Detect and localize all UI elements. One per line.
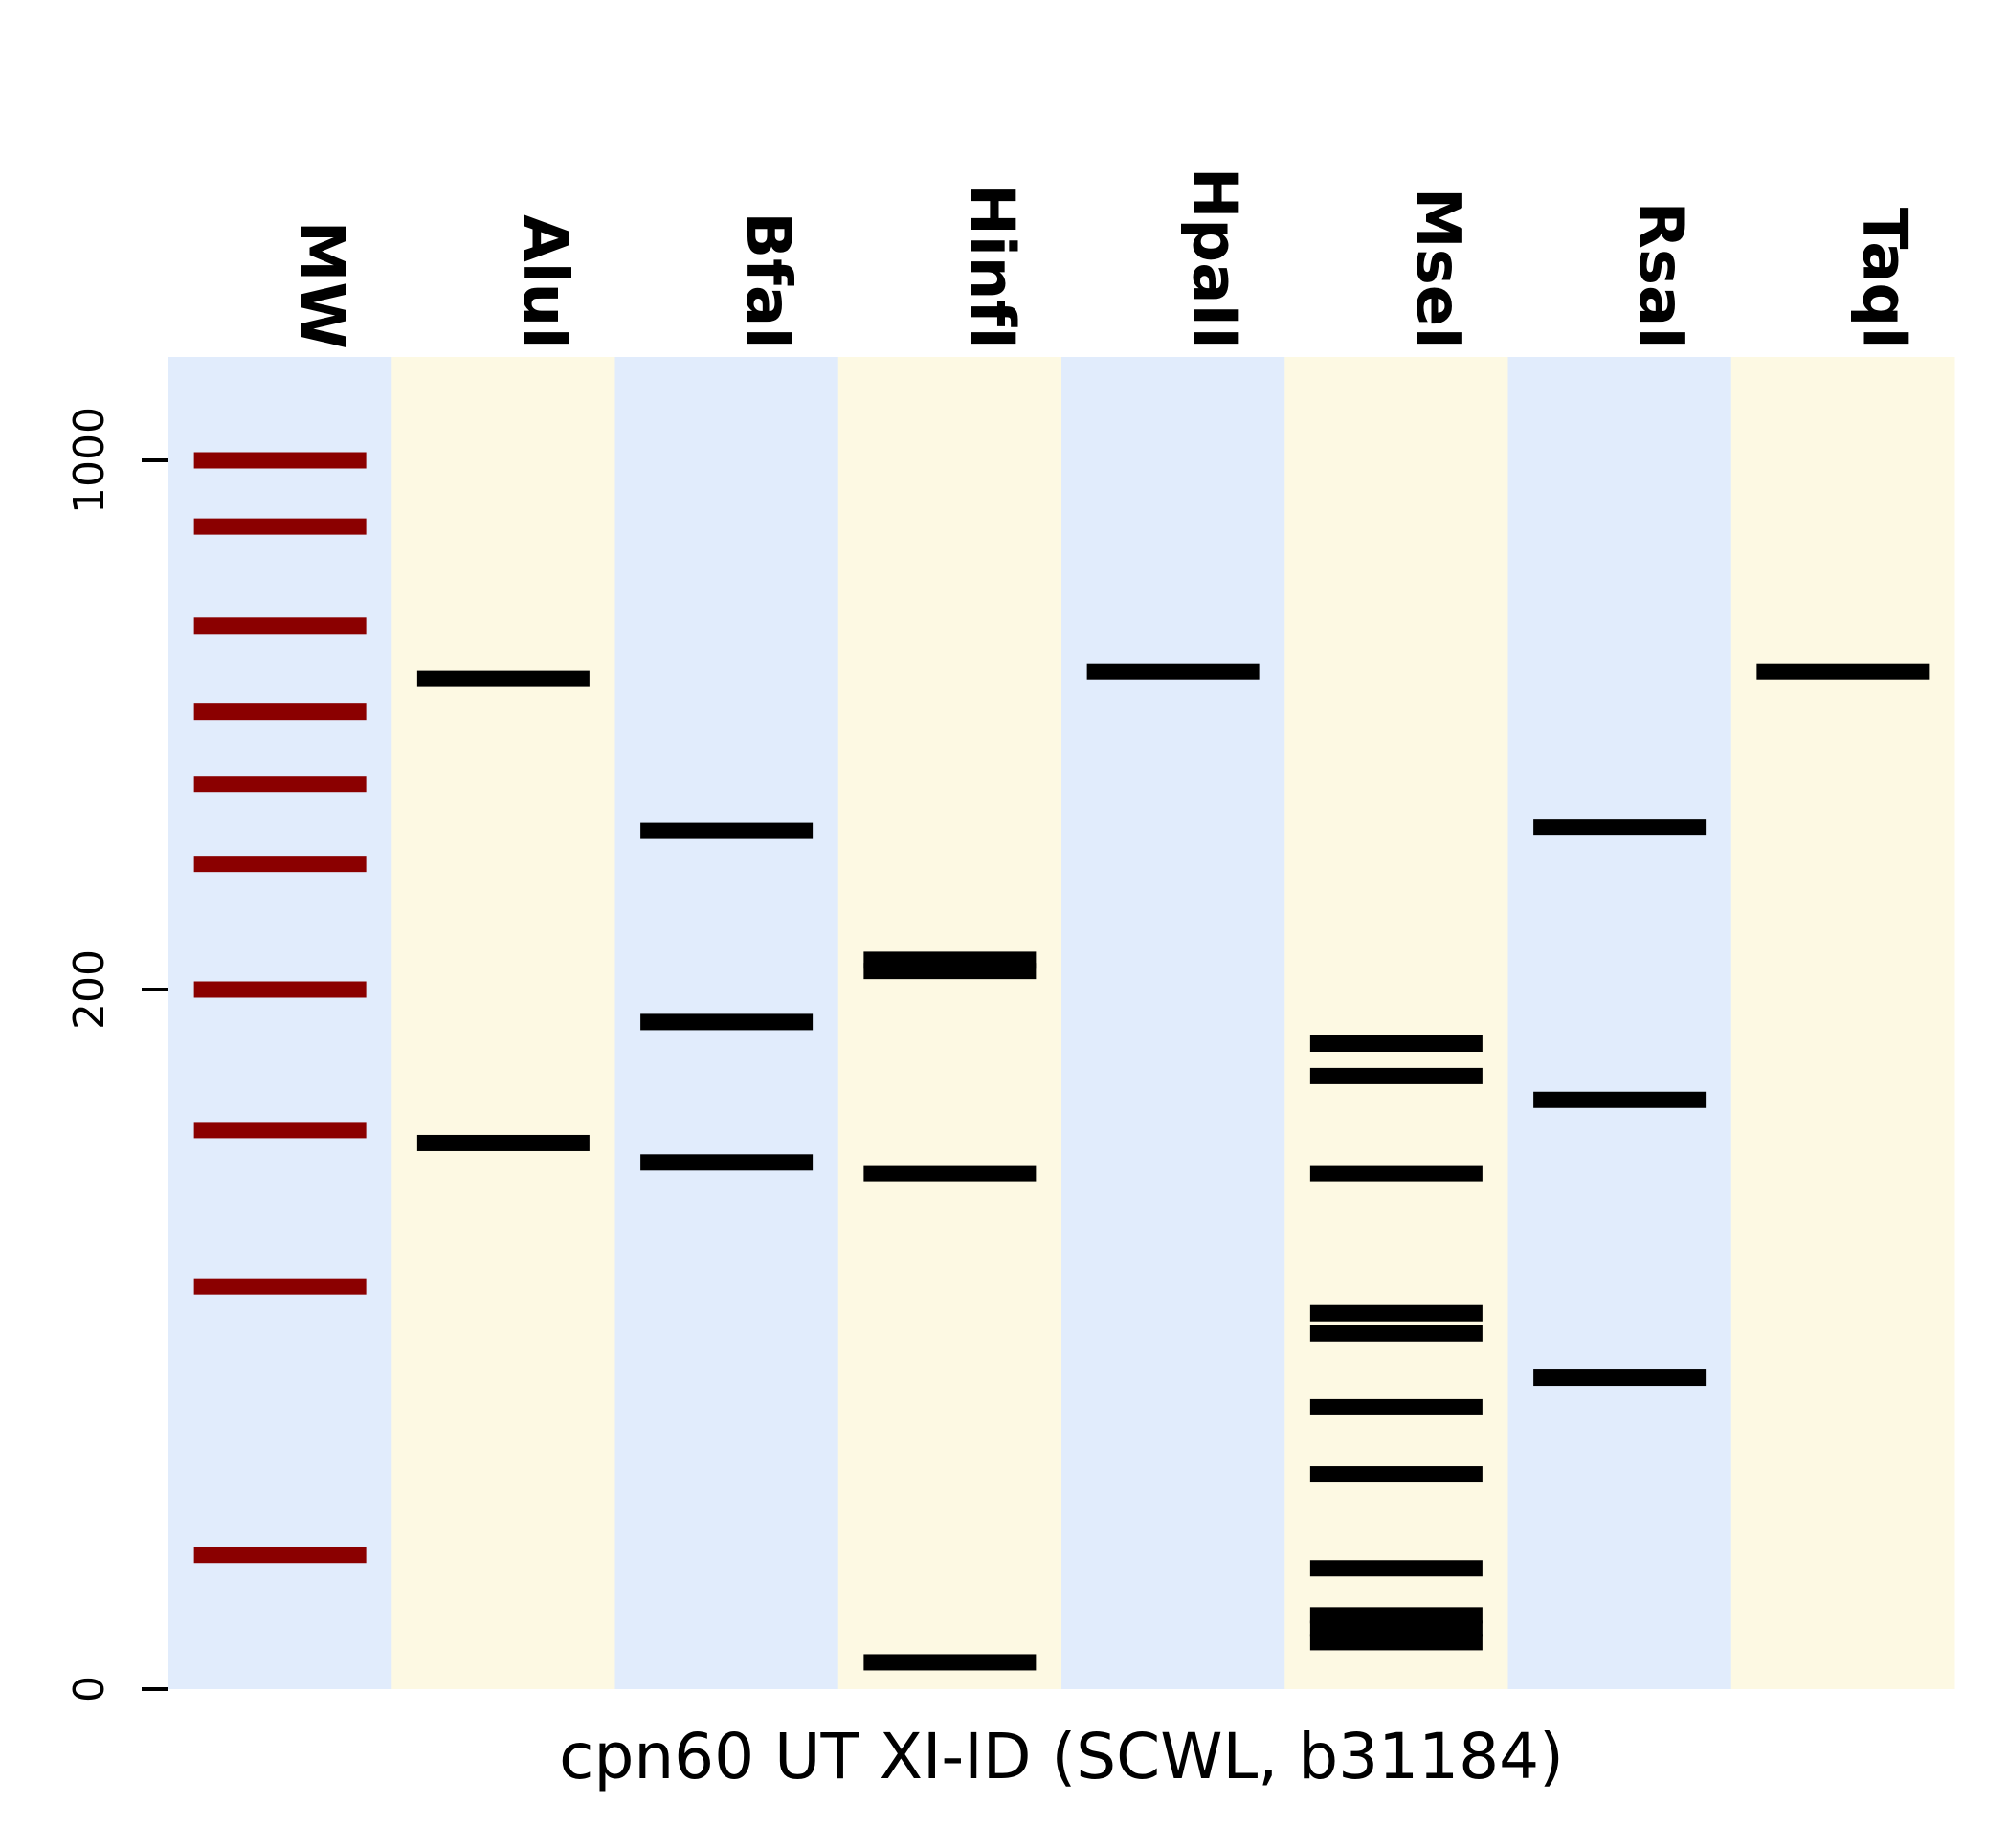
band-MseI-3 [1309,1304,1483,1322]
band-MW-1 [193,518,367,535]
band-MseI-4 [1309,1325,1483,1342]
band-MW-5 [193,856,367,873]
band-MseI-10 [1309,1634,1483,1651]
lane-label-BfaI: BfaI [732,212,803,349]
lane-label-TaqI: TaqI [1848,208,1919,349]
lane-TaqI-background [1730,357,1955,1689]
band-HinfI-1 [863,963,1037,980]
y-tick-label-1000: 1000 [65,407,114,514]
band-MseI-7 [1309,1560,1483,1577]
lane-label-RsaI: RsaI [1625,202,1696,349]
band-MW-3 [193,703,367,721]
y-tick-label-200: 200 [65,949,114,1030]
band-HinfI-2 [863,1165,1037,1182]
band-MseI-9 [1309,1620,1483,1637]
lane-backgrounds [168,357,1955,1689]
band-TaqI-0 [1756,663,1930,680]
band-MseI-0 [1309,1035,1483,1052]
x-axis-label: cpn60 UT XI-ID (SCWL, b31184) [559,1720,1564,1793]
band-RsaI-0 [1533,819,1707,836]
band-MseI-2 [1309,1165,1483,1182]
band-MW-9 [193,1547,367,1564]
band-BfaI-2 [640,1154,814,1171]
band-MW-7 [193,1122,367,1139]
band-MseI-6 [1309,1466,1483,1483]
band-MseI-8 [1309,1607,1483,1624]
band-MW-6 [193,981,367,998]
lane-HpaII-background [1061,357,1285,1689]
lane-MseI-background [1284,357,1508,1689]
band-MW-0 [193,452,367,469]
lane-labels: MW AluI BfaI HinfI HpaII MseI RsaI TaqI [286,167,1920,349]
y-tick-label-0: 0 [65,1676,114,1703]
y-axis: 1000 200 0 [65,407,168,1703]
band-HinfI-3 [863,1654,1037,1671]
lane-label-MseI: MseI [1402,188,1473,349]
band-MseI-1 [1309,1067,1483,1084]
band-AluI-0 [416,670,590,687]
band-BfaI-1 [640,1013,814,1031]
lane-label-HinfI: HinfI [955,184,1026,349]
band-MW-4 [193,776,367,793]
lane-RsaI-background [1507,357,1732,1689]
band-MseI-5 [1309,1398,1483,1415]
lane-label-MW: MW [286,221,357,349]
band-MW-2 [193,617,367,635]
band-BfaI-0 [640,822,814,839]
band-AluI-1 [416,1134,590,1151]
band-MW-8 [193,1278,367,1295]
band-RsaI-1 [1533,1091,1707,1108]
lane-label-AluI: AluI [509,214,580,349]
lane-MW-background [168,357,392,1689]
lane-label-HpaII: HpaII [1179,167,1250,349]
band-RsaI-2 [1533,1369,1707,1387]
band-HpaII-0 [1086,663,1260,680]
lane-AluI-background [391,357,615,1689]
bands [193,452,1930,1671]
lane-HinfI-background [837,357,1062,1689]
